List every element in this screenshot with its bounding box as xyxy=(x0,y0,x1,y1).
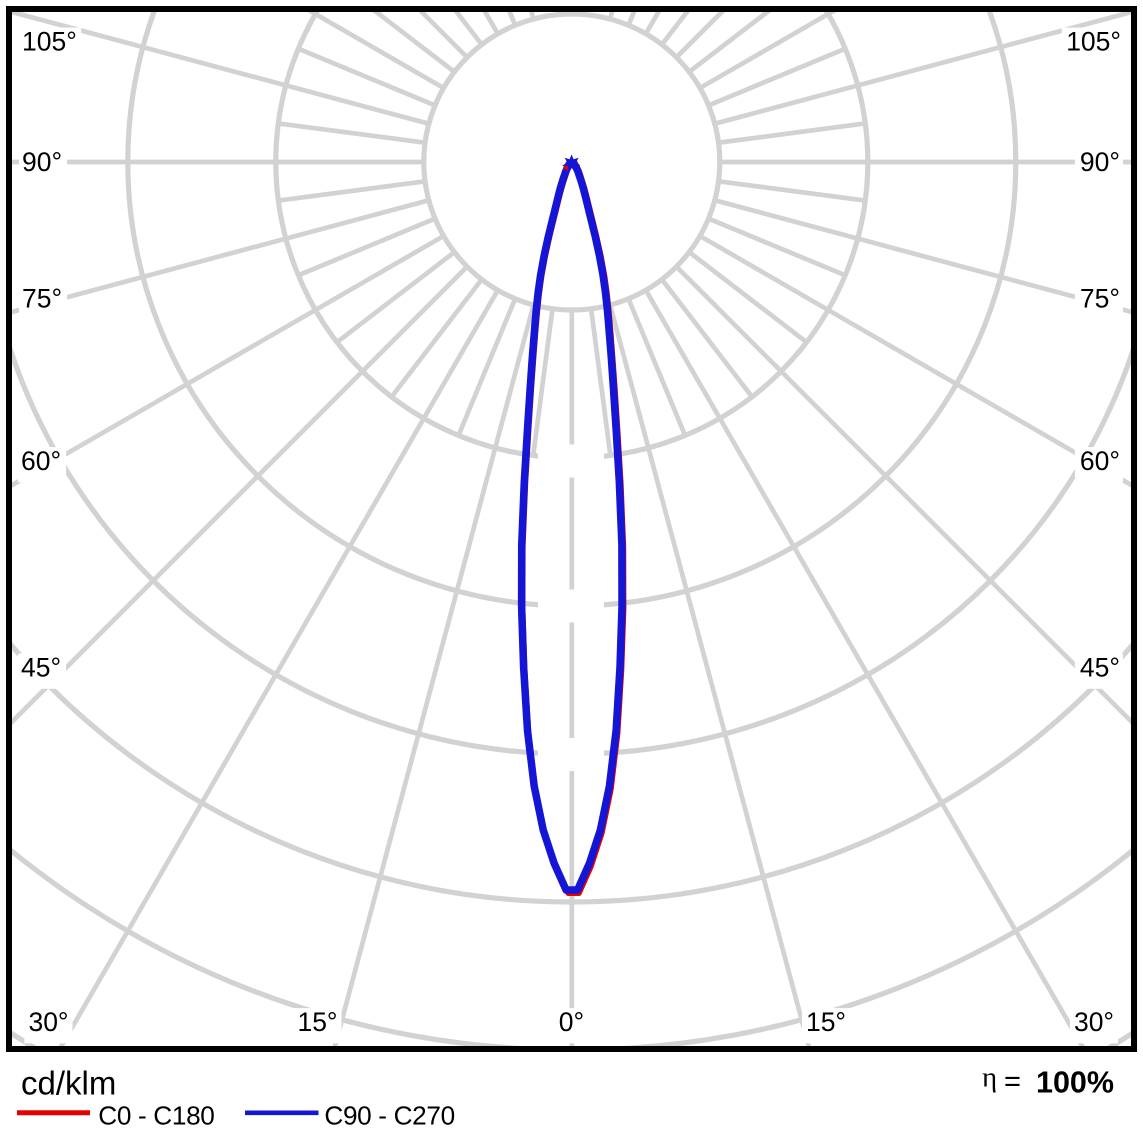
svg-text:90°: 90° xyxy=(22,147,62,177)
svg-text:cd/klm: cd/klm xyxy=(21,1065,116,1102)
svg-text:η: η xyxy=(982,1062,997,1094)
svg-text:15°: 15° xyxy=(297,1007,337,1037)
svg-text:90°: 90° xyxy=(1080,147,1120,177)
svg-text:30°: 30° xyxy=(1074,1007,1114,1037)
svg-text:45°: 45° xyxy=(21,653,61,683)
svg-text:0°: 0° xyxy=(559,1007,584,1037)
svg-text:75°: 75° xyxy=(22,284,62,314)
svg-text:105°: 105° xyxy=(22,27,77,57)
svg-text:75°: 75° xyxy=(1080,284,1120,314)
svg-text:C0 - C180: C0 - C180 xyxy=(98,1100,214,1130)
svg-text:100%: 100% xyxy=(1036,1066,1114,1100)
svg-text:15°: 15° xyxy=(806,1007,846,1037)
svg-text:30°: 30° xyxy=(28,1007,68,1037)
svg-text:=: = xyxy=(1004,1066,1021,1098)
svg-text:C90 - C270: C90 - C270 xyxy=(324,1100,454,1130)
svg-text:60°: 60° xyxy=(21,446,61,476)
svg-text:45°: 45° xyxy=(1080,653,1120,683)
svg-text:105°: 105° xyxy=(1066,27,1121,57)
svg-text:60°: 60° xyxy=(1080,446,1120,476)
